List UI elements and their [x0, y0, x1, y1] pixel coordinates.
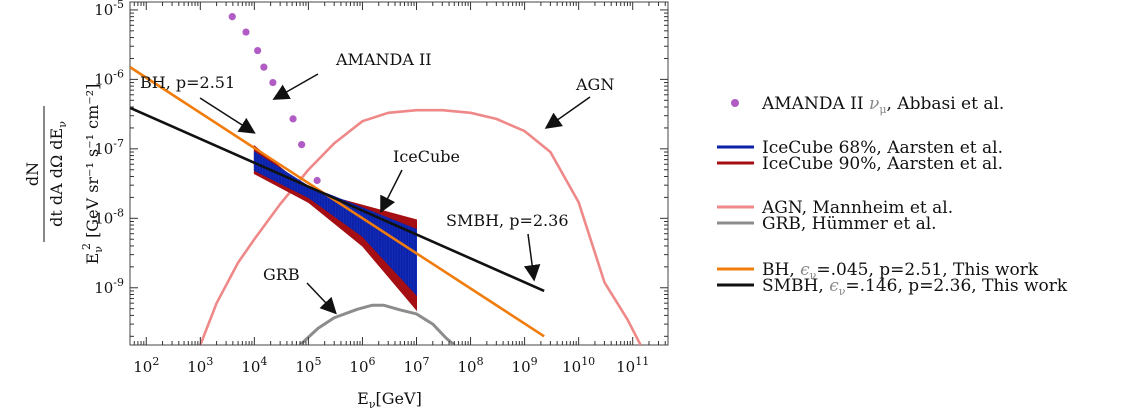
line-bh: [130, 66, 545, 338]
x-tick-label: 103: [187, 355, 213, 376]
x-tick-label: 106: [349, 355, 375, 376]
y-tick-label: 10-8: [94, 206, 124, 227]
legend-entry-amanda-ii: AMANDA II νμ, Abbasi et al.: [731, 94, 1004, 116]
legend-entry-bh: BH, ϵν=.045, p=2.51, This work: [717, 260, 1039, 282]
annotation-agn: AGN: [575, 75, 614, 94]
legend-label: GRB, Hümmer et al.: [762, 214, 937, 234]
y-tick-label: 10-7: [94, 137, 124, 158]
annotation-arrow: [272, 73, 319, 100]
legend-label: AMANDA II νμ, Abbasi et al.: [761, 94, 1004, 116]
amanda-point: [289, 115, 297, 123]
legend-marker: [731, 99, 739, 107]
x-tick-label: 105: [295, 355, 321, 376]
x-tick-label: 102: [133, 355, 159, 376]
x-tick-label: 104: [241, 355, 267, 376]
annotation-amanda-ii: AMANDA II: [335, 50, 432, 69]
x-tick-label: 108: [458, 355, 484, 376]
annotation-arrow: [306, 282, 337, 315]
line-agn: [199, 108, 642, 345]
legend-entry-grb: GRB, Hümmer et al.: [717, 214, 937, 234]
legend-label: IceCube 68%, Aarsten et al.: [762, 138, 1003, 158]
x-tick-label: 1010: [562, 355, 595, 376]
annotation-arrow: [523, 233, 541, 282]
amanda-point: [313, 176, 321, 185]
legend-entry-icecube-68: IceCube 68%, Aarsten et al.: [717, 138, 1003, 158]
line-grb: [299, 303, 456, 345]
legend-entry-agn: AGN, Mannheim et al.: [717, 198, 953, 218]
legend-entry-icecube-90: IceCube 90%, Aarsten et al.: [717, 154, 1003, 174]
legend-label: SMBH, ϵν=.146, p=2.36, This work: [762, 276, 1068, 298]
x-tick-label: 1011: [616, 355, 649, 376]
y-tick-label: 10-9: [94, 276, 124, 297]
x-axis-label: Eν[GeV]: [357, 389, 422, 411]
legend-label: IceCube 90%, Aarsten et al.: [762, 154, 1003, 174]
amanda-point: [269, 78, 277, 87]
amanda-point: [254, 46, 262, 55]
amanda-point: [228, 13, 236, 21]
y-label-factor: Eν2 [GeV sr⁻¹ s⁻¹ cm⁻²]: [80, 84, 105, 265]
amanda-point: [242, 28, 250, 36]
annotation-arrow: [544, 96, 591, 129]
annotation-arrow: [199, 97, 256, 134]
y-label-denominator: dt dA dΩ dEν: [47, 121, 69, 227]
amanda-point: [260, 63, 268, 71]
y-label-numerator: dN: [23, 162, 42, 186]
y-axis-label: dN dt dA dΩ dEν Eν2 [GeV sr⁻¹ s⁻¹ cm⁻²]: [23, 84, 105, 265]
y-tick-label: 10-6: [94, 67, 124, 88]
annotation-smbh-p-2-36: SMBH, p=2.36: [446, 211, 569, 230]
annotation-icecube: IceCube: [393, 147, 460, 166]
amanda-point: [298, 141, 306, 149]
legend-label: BH, ϵν=.045, p=2.51, This work: [762, 260, 1039, 282]
annotation-grb: GRB: [263, 265, 300, 284]
x-tick-label: 107: [403, 355, 429, 376]
x-tick-label: 109: [512, 355, 538, 376]
annotation-arrow: [380, 169, 403, 214]
annotation-bh-p-2-51: BH, p=2.51: [140, 73, 235, 92]
legend-entry-smbh: SMBH, ϵν=.146, p=2.36, This work: [717, 276, 1068, 298]
legend-label: AGN, Mannheim et al.: [761, 198, 953, 218]
line-smbh: [130, 106, 545, 293]
y-tick-label: 10-5: [94, 0, 124, 19]
